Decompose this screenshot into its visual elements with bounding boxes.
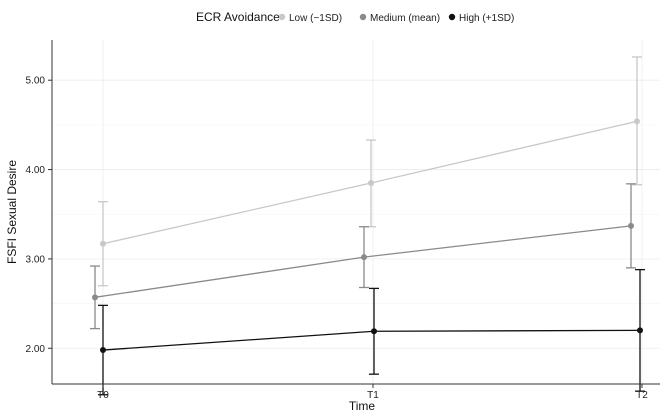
series-line: [94, 225, 632, 298]
data-point: [100, 347, 106, 354]
data-point: [361, 254, 367, 261]
x-ticks: T0 T1 T2: [97, 384, 648, 401]
y-tick-label: 5.00: [26, 76, 46, 87]
legend-label: Medium (mean): [370, 13, 440, 24]
series-1: [90, 183, 636, 330]
legend-label: Low (−1SD): [289, 13, 342, 24]
data-point: [368, 179, 374, 186]
data-point: [634, 118, 640, 125]
series-line: [102, 329, 641, 351]
series-layer: [90, 56, 645, 396]
y-tick-label: 2.00: [26, 344, 46, 355]
data-point: [628, 222, 634, 229]
x-tick-label: T1: [367, 390, 379, 401]
x-tick-label: T0: [97, 390, 109, 401]
x-tick-label: T2: [636, 390, 648, 401]
y-tick-label: 4.00: [26, 165, 46, 176]
series-0: [98, 56, 642, 287]
series-2: [98, 268, 645, 396]
grid: [52, 40, 660, 384]
x-axis-title: Time: [349, 399, 376, 411]
legend-label: High (+1SD): [459, 13, 514, 24]
y-ticks: 2.00 3.00 4.00 5.00: [26, 76, 52, 355]
y-axis-title: FSFI Sexual Desire: [5, 160, 19, 264]
legend-marker: [278, 13, 286, 21]
data-point: [100, 240, 106, 247]
data-point: [371, 328, 377, 335]
legend-title: ECR Avoidance: [196, 10, 280, 24]
legend: ECR Avoidance Low (−1SD) Medium (mean) Hig…: [196, 10, 514, 24]
y-tick-label: 3.00: [26, 254, 46, 265]
data-point: [637, 327, 643, 334]
legend-marker: [448, 13, 456, 21]
data-point: [92, 294, 98, 301]
legend-marker: [359, 13, 367, 21]
